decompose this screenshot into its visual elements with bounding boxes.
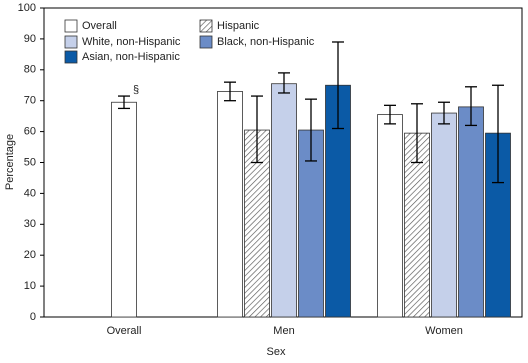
- legend-label: Black, non-Hispanic: [217, 36, 315, 48]
- y-axis-label: Percentage: [4, 134, 16, 190]
- y-tick-label: 60: [24, 126, 36, 138]
- legend-label: Hispanic: [217, 20, 260, 32]
- y-tick-label: 10: [24, 280, 36, 292]
- y-tick-label: 70: [24, 95, 36, 107]
- bar: [111, 101, 137, 318]
- bar: [404, 132, 430, 318]
- x-axis-label: Sex: [267, 346, 286, 358]
- bar: [217, 91, 243, 318]
- bar: [377, 114, 403, 318]
- x-tick-label: Men: [273, 325, 294, 337]
- y-tick-label: 50: [24, 156, 36, 168]
- legend-swatch: [199, 19, 213, 33]
- y-tick-label: 0: [30, 311, 36, 323]
- legend-swatch: [64, 35, 78, 49]
- bar: [271, 83, 297, 318]
- legend-label: Asian, non-Hispanic: [82, 51, 180, 63]
- legend-swatch: [199, 35, 213, 49]
- bar: [458, 106, 484, 318]
- legend-label: Overall: [82, 20, 117, 32]
- legend-swatch: [64, 50, 78, 64]
- x-tick-label: Women: [425, 325, 463, 337]
- y-tick-label: 40: [24, 187, 36, 199]
- y-tick-label: 80: [24, 64, 36, 76]
- annotation: §: [133, 84, 139, 96]
- y-tick-label: 90: [24, 33, 36, 45]
- x-tick-label: Overall: [107, 325, 142, 337]
- y-tick-label: 20: [24, 249, 36, 261]
- y-tick-label: 100: [18, 2, 36, 14]
- legend-swatch: [64, 19, 78, 33]
- bar: [431, 112, 457, 318]
- y-tick-label: 30: [24, 218, 36, 230]
- legend-label: White, non-Hispanic: [82, 36, 181, 48]
